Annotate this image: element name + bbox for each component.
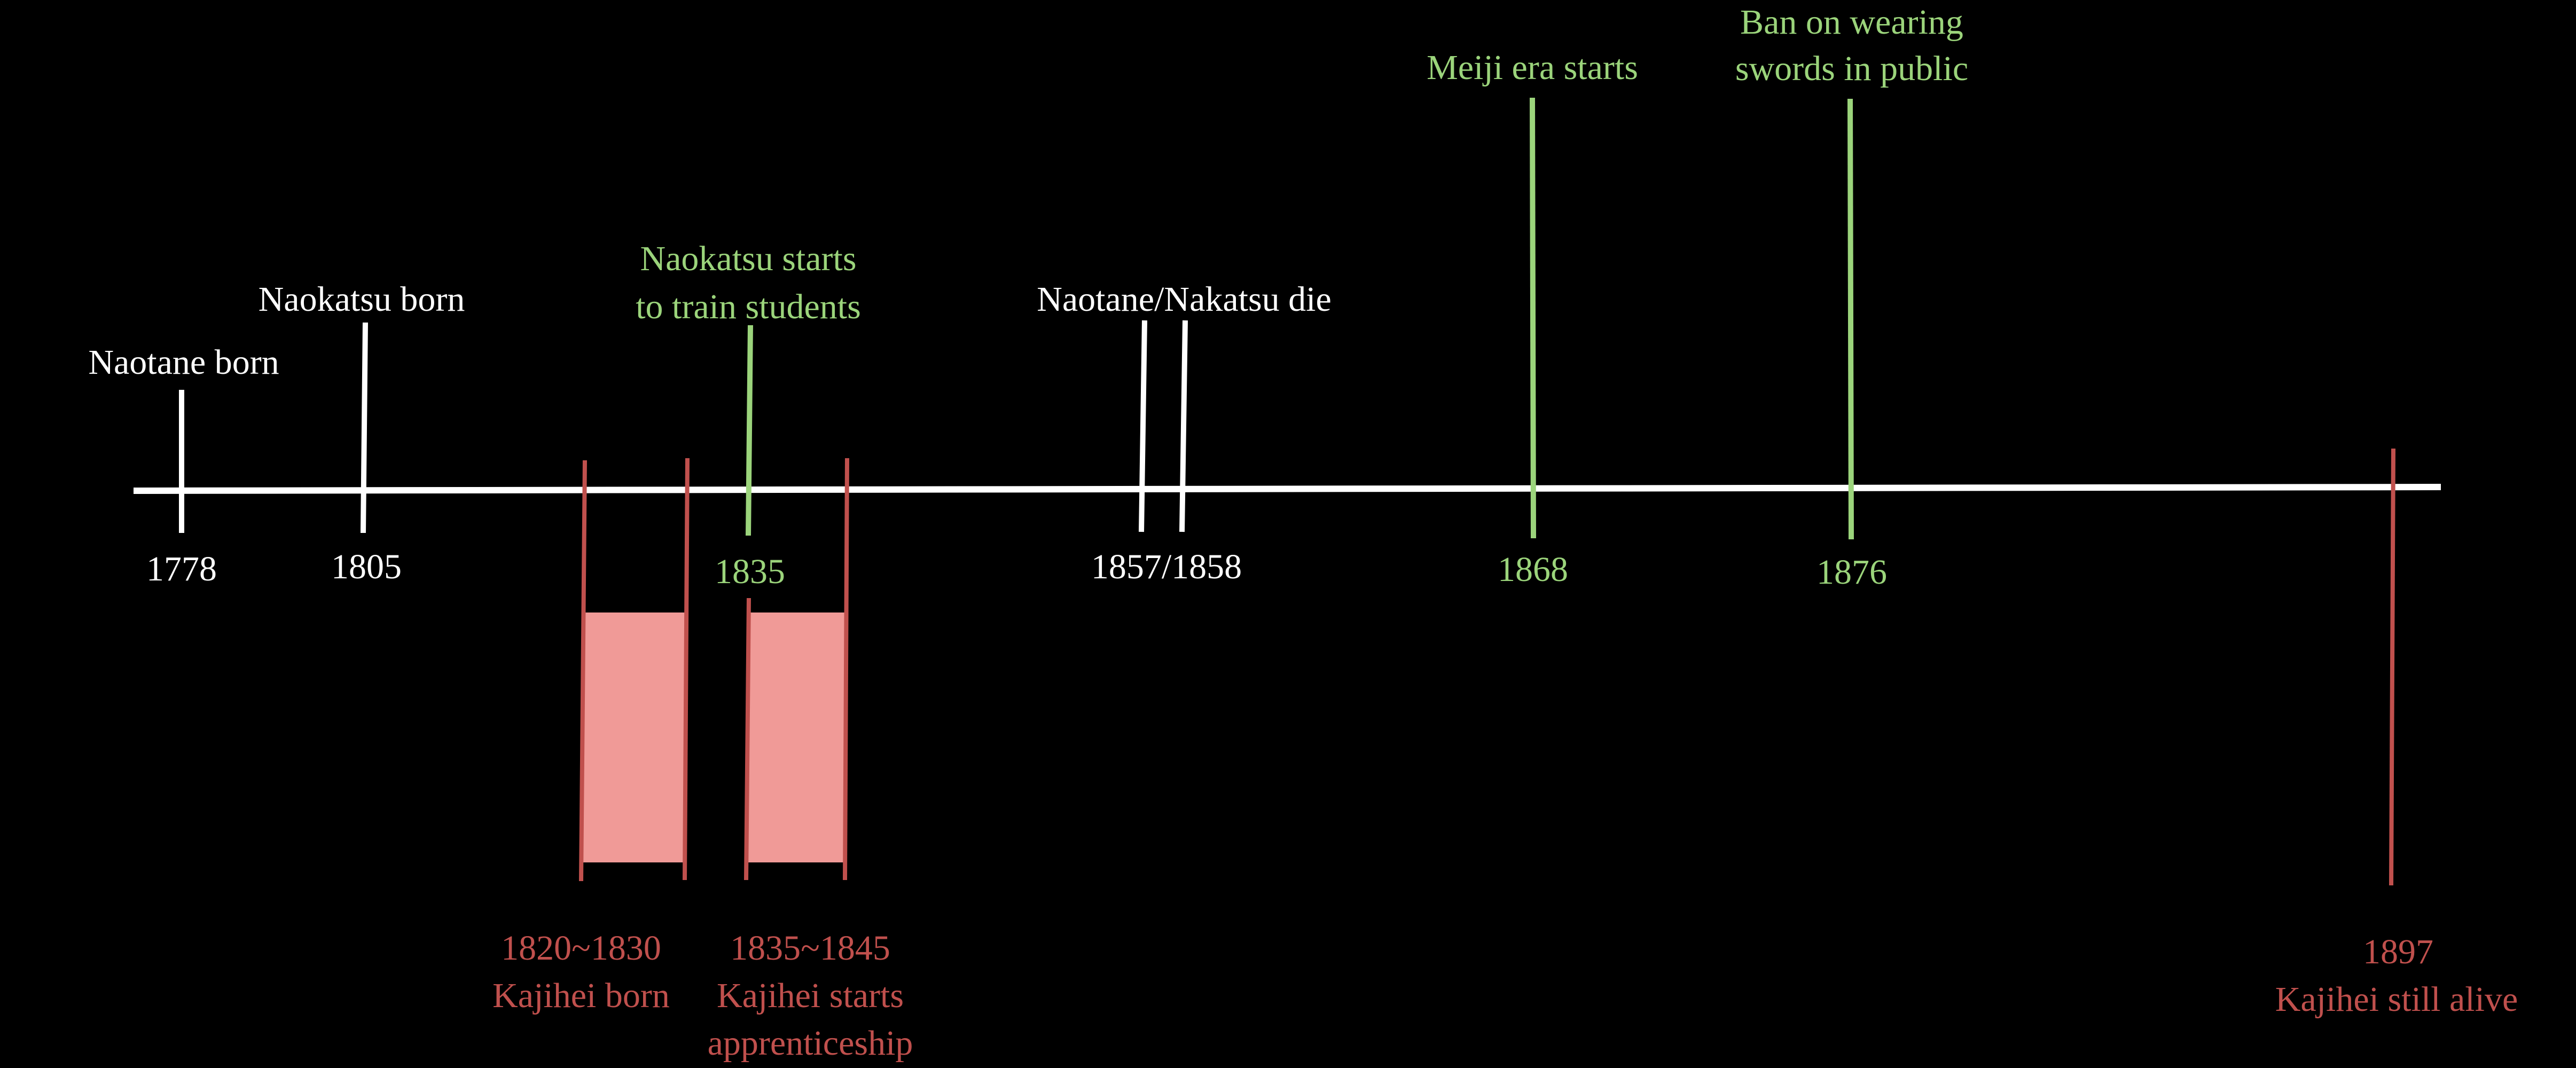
range-kajihei-apprenticeship-label-line2: apprenticeship bbox=[708, 1024, 913, 1063]
range-kajihei-born-start-line bbox=[579, 460, 587, 882]
event-meiji-era-year: 1868 bbox=[1498, 550, 1568, 589]
event-naotane-born-label: Naotane born bbox=[88, 343, 279, 382]
range-kajihei-apprenticeship-start-line bbox=[744, 598, 751, 881]
range-kajihei-apprenticeship-label-line1: Kajihei starts bbox=[717, 976, 904, 1015]
marker-kajihei-alive-label: Kajihei still alive bbox=[2275, 980, 2518, 1019]
event-naokatsu-trains-year: 1835 bbox=[715, 552, 785, 591]
marker-kajihei-alive-year: 1897 bbox=[2363, 932, 2433, 971]
range-kajihei-born-bar bbox=[583, 612, 686, 862]
event-meiji-era: Meiji era starts 1868 bbox=[1427, 48, 1638, 589]
event-meiji-era-label: Meiji era starts bbox=[1427, 48, 1638, 87]
event-naotane-nakatsu-die-label: Naotane/Nakatsu die bbox=[1037, 280, 1332, 319]
event-naokatsu-trains-label-line1: Naokatsu starts bbox=[640, 239, 856, 278]
range-kajihei-apprenticeship-years: 1835~1845 bbox=[730, 929, 890, 968]
event-naotane-born: Naotane born 1778 bbox=[88, 343, 279, 588]
event-naokatsu-trains-tick bbox=[746, 325, 753, 536]
event-naotane-nakatsu-die: Naotane/Nakatsu die 1857/1858 bbox=[1037, 280, 1332, 586]
range-kajihei-apprenticeship-end-line bbox=[843, 458, 849, 881]
range-kajihei-apprenticeship-bar bbox=[747, 612, 846, 862]
event-meiji-era-tick bbox=[1530, 97, 1536, 539]
event-naokatsu-born-year: 1805 bbox=[331, 547, 402, 586]
range-kajihei-born-end-line bbox=[683, 458, 690, 881]
event-naotane-nakatsu-die-year: 1857/1858 bbox=[1091, 547, 1242, 586]
event-nakatsu-die-tick bbox=[1179, 320, 1188, 532]
range-kajihei-apprenticeship: 1835~1845 Kajihei starts apprenticeship bbox=[708, 458, 913, 1063]
range-kajihei-born-label: Kajihei born bbox=[492, 976, 670, 1015]
event-naokatsu-born-label: Naokatsu born bbox=[259, 280, 465, 319]
event-naokatsu-trains: Naokatsu starts to train students 1835 bbox=[636, 239, 861, 591]
event-sword-ban-year: 1876 bbox=[1816, 553, 1887, 592]
event-naokatsu-born: Naokatsu born 1805 bbox=[259, 280, 465, 586]
marker-kajihei-alive-tick bbox=[2389, 448, 2395, 886]
range-kajihei-born-years: 1820~1830 bbox=[501, 929, 661, 968]
marker-kajihei-alive: 1897 Kajihei still alive bbox=[2275, 448, 2518, 1019]
event-naokatsu-born-tick bbox=[361, 322, 368, 533]
event-sword-ban: Ban on wearing swords in public 1876 bbox=[1735, 3, 1968, 592]
event-sword-ban-tick bbox=[1847, 98, 1854, 540]
event-sword-ban-label-line1: Ban on wearing bbox=[1740, 3, 1963, 42]
event-naokatsu-trains-label-line2: to train students bbox=[636, 287, 861, 326]
event-naotane-born-year: 1778 bbox=[146, 549, 217, 588]
event-sword-ban-label-line2: swords in public bbox=[1735, 49, 1968, 88]
event-naotane-die-tick bbox=[1139, 320, 1147, 532]
timeline-axis bbox=[133, 484, 2441, 494]
range-kajihei-born: 1820~1830 Kajihei born bbox=[492, 458, 690, 1015]
